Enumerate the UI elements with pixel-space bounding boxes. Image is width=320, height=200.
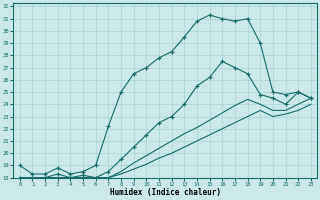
X-axis label: Humidex (Indice chaleur): Humidex (Indice chaleur)	[110, 188, 221, 197]
